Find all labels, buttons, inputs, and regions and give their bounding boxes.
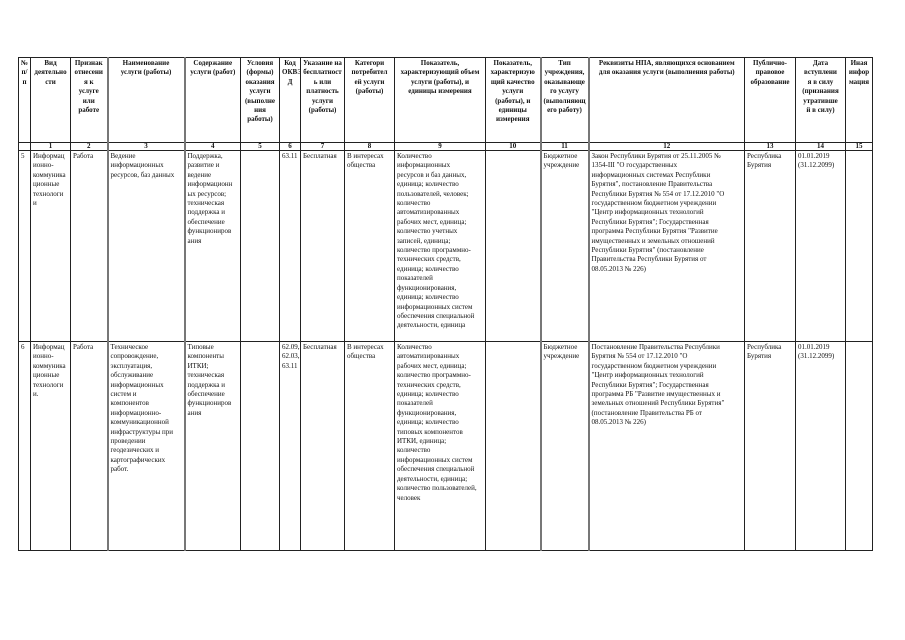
- column-number: [18, 142, 31, 151]
- column-number: 10: [485, 142, 541, 151]
- table-cell: 62.09, 62.03, 63.11: [279, 341, 301, 551]
- column-number: 3: [106, 142, 185, 151]
- table-cell: Количество автоматизированных рабочих ме…: [394, 341, 486, 551]
- table-cell: Техническое сопровождение, эксплуатация,…: [106, 341, 185, 551]
- table-cell: Типовые компоненты ИТКИ; техническая под…: [183, 341, 241, 551]
- column-number: 4: [183, 142, 241, 151]
- column-number: 13: [744, 142, 796, 151]
- table-cell: В интересах общества: [344, 341, 395, 551]
- table-cell: 5: [18, 150, 31, 342]
- table-cell: [845, 150, 873, 342]
- column-header: Показатель, характеризую щий качество ус…: [485, 57, 541, 143]
- table-cell: 01.01.2019 (31.12.2099): [795, 341, 846, 551]
- table-cell: Работа: [70, 150, 108, 342]
- column-number: 1: [30, 142, 71, 151]
- services-table: № п/ п Вид деятельно сти Признак отнесени …: [18, 57, 873, 551]
- table-cell: Количество информационных ресурсов и баз…: [394, 150, 486, 342]
- column-number: 14: [795, 142, 846, 151]
- table-cell: 63.11: [279, 150, 301, 342]
- column-number: 9: [394, 142, 486, 151]
- table-row: 6 Информац ионно- коммуника ционные техно…: [18, 341, 873, 551]
- column-number-row: 1 2 3 4 5 6 7 8 9 10 11 12 13 14 15: [18, 142, 873, 151]
- column-number: 6: [279, 142, 301, 151]
- table-cell: 01.01.2019 (31.12.2099): [795, 150, 846, 342]
- column-header: № п/ п: [18, 57, 31, 143]
- column-number: 7: [300, 142, 345, 151]
- table-cell: Информац ионно- коммуника ционные технол…: [30, 150, 71, 342]
- table-cell: Бюджетное учреждение: [539, 150, 589, 342]
- table-cell: Поддержка, развитие и ведение информацио…: [183, 150, 241, 342]
- table-cell: [485, 150, 541, 342]
- column-header: Показатель, характеризующий объем услуги…: [394, 57, 486, 143]
- table-cell: [845, 341, 873, 551]
- column-number: 5: [240, 142, 280, 151]
- table-cell: Бюджетное учреждение: [539, 341, 589, 551]
- column-header: Публично- правовое образование: [744, 57, 796, 143]
- table-cell: Закон Республики Бурятия от 25.11.2005 №…: [587, 150, 745, 342]
- column-header: Реквизиты НПА, являющихся основанием для…: [587, 57, 745, 143]
- table-cell: В интересах общества: [344, 150, 395, 342]
- table-cell: Работа: [70, 341, 108, 551]
- table-cell: [240, 341, 280, 551]
- table-cell: [485, 341, 541, 551]
- table-cell: [240, 150, 280, 342]
- table-cell: Республика Бурятия: [744, 341, 796, 551]
- column-header: Код ОКВЭ Д: [279, 57, 301, 143]
- header-row: № п/ п Вид деятельно сти Признак отнесени …: [18, 57, 873, 143]
- column-number: 8: [344, 142, 395, 151]
- column-header: Иная инфор мация: [845, 57, 873, 143]
- column-number: 2: [70, 142, 108, 151]
- column-header: Условия (формы) оказания услуги (выполне…: [240, 57, 280, 143]
- column-header: Указание на бесплатност ь или платность …: [300, 57, 345, 143]
- column-header: Категори потребител ей услуги (работы): [344, 57, 395, 143]
- column-header: Тип учреждения, оказывающе го услугу (вы…: [539, 57, 589, 143]
- column-header: Дата вступлени я в силу (признания утрат…: [795, 57, 846, 143]
- table-cell: Бесплатная: [300, 341, 345, 551]
- column-number: 12: [587, 142, 745, 151]
- column-number: 15: [845, 142, 873, 151]
- table-cell: Бесплатная: [300, 150, 345, 342]
- table-row: 5 Информац ионно- коммуника ционные техно…: [18, 150, 873, 342]
- column-header: Признак отнесени я к услуге или работе: [70, 57, 108, 143]
- column-header: Наименование услуги (работы): [106, 57, 185, 143]
- table-cell: Ведение информационных ресурсов, баз дан…: [106, 150, 185, 342]
- table-cell: Республика Бурятия: [744, 150, 796, 342]
- column-number: 11: [539, 142, 589, 151]
- table-cell: 6: [18, 341, 31, 551]
- table-cell: Постановление Правительства Республики Б…: [587, 341, 745, 551]
- column-header: Содержание услуги (работ): [183, 57, 241, 143]
- table-cell: Информац ионно- коммуника ционные технол…: [30, 341, 71, 551]
- column-header: Вид деятельно сти: [30, 57, 71, 143]
